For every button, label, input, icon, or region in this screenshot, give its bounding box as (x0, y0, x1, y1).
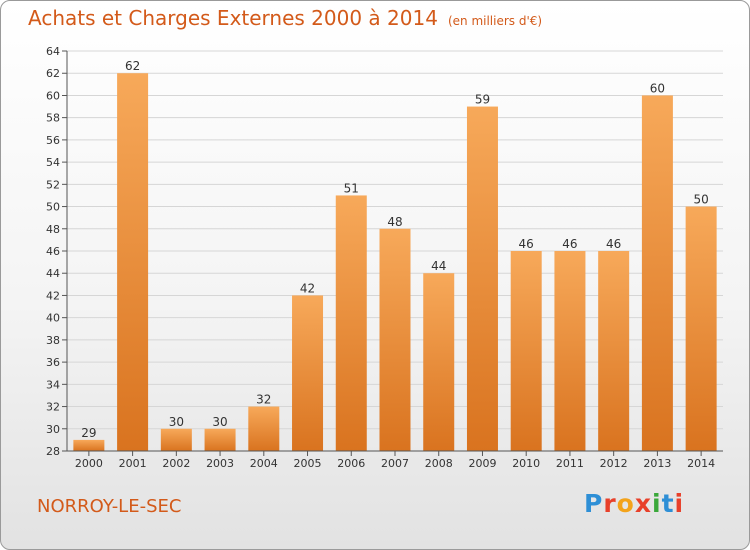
y-tick-label: 44 (46, 267, 60, 280)
logo-letter: i (652, 489, 662, 518)
y-tick-label: 52 (46, 178, 60, 191)
chart-unit: (en milliers d'€) (447, 14, 543, 28)
y-tick-label: 36 (46, 356, 60, 369)
bar-2012 (598, 251, 630, 451)
axes: 28 30 32 34 36 38 40 42 44 46 48 50 52 54 56 58 60 62 64 20… (46, 45, 723, 470)
x-tick-label: 2009 (468, 457, 496, 470)
x-tick-label: 2004 (250, 457, 278, 470)
logo-letter: i (674, 489, 685, 518)
y-tick-label: 34 (46, 378, 60, 391)
data-label: 46 (562, 237, 577, 251)
bar-2005 (292, 295, 324, 451)
bar-2001 (117, 73, 149, 451)
data-label: 32 (256, 393, 271, 407)
bar-2013 (641, 95, 673, 451)
x-tick-label: 2006 (337, 457, 365, 470)
bar-2000 (73, 439, 105, 451)
y-tick-label: 38 (46, 334, 60, 347)
x-tick-label: 2012 (600, 457, 628, 470)
bar-2009 (466, 106, 498, 452)
x-tick-label: 2011 (556, 457, 584, 470)
x-tick-label: 2000 (75, 457, 103, 470)
data-label: 50 (693, 193, 708, 207)
data-label: 30 (212, 415, 227, 429)
x-tick-label: 2005 (294, 457, 322, 470)
bar-2003 (204, 428, 236, 451)
logo-letter: r (603, 489, 617, 518)
bars: 29 62 30 30 32 42 51 48 44 59 46 46 46 60 50 (73, 59, 717, 452)
data-label: 51 (344, 181, 359, 195)
y-tick-label: 46 (46, 245, 60, 258)
y-tick-label: 40 (46, 312, 60, 325)
bar-2014 (685, 206, 717, 451)
x-tick-label: 2007 (381, 457, 409, 470)
x-tick-label: 2003 (206, 457, 234, 470)
data-label: 60 (650, 81, 665, 95)
bar-2007 (379, 228, 411, 451)
bar-2002 (160, 428, 192, 451)
x-tick-label: 2014 (687, 457, 715, 470)
y-tick-label: 60 (46, 89, 60, 102)
logo-letter: o (616, 489, 635, 518)
bar-2004 (248, 406, 280, 451)
data-label: 48 (387, 215, 402, 229)
y-tick-label: 64 (46, 45, 60, 58)
bar-2011 (554, 251, 586, 451)
data-label: 46 (519, 237, 534, 251)
y-tick-label: 28 (46, 445, 60, 458)
x-tick-label: 2001 (119, 457, 147, 470)
x-tick-label: 2013 (643, 457, 671, 470)
bar-2010 (510, 251, 542, 451)
logo-letter: x (634, 489, 652, 518)
y-tick-label: 62 (46, 67, 60, 80)
data-label: 46 (606, 237, 621, 251)
data-label: 59 (475, 93, 490, 107)
place-name: NORROY-LE-SEC (37, 496, 182, 517)
x-tick-label: 2002 (162, 457, 190, 470)
y-tick-label: 30 (46, 423, 60, 436)
x-tick-label: 2008 (425, 457, 453, 470)
y-tick-label: 42 (46, 289, 60, 302)
data-label: 30 (169, 415, 184, 429)
x-tick-label: 2010 (512, 457, 540, 470)
proxiti-logo: Proxiti (584, 489, 684, 518)
data-label: 44 (431, 259, 446, 273)
y-tick-label: 32 (46, 401, 60, 414)
y-tick-label: 56 (46, 134, 60, 147)
data-label: 62 (125, 59, 140, 73)
logo-letter: t (661, 489, 675, 518)
y-tick-label: 54 (46, 156, 60, 169)
bar-2006 (335, 195, 367, 451)
y-tick-label: 50 (46, 201, 60, 214)
bar-2008 (423, 273, 455, 451)
data-label: 29 (81, 426, 96, 440)
y-tick-label: 58 (46, 112, 60, 125)
chart-title: Achats et Charges Externes 2000 à 2014 (e… (28, 6, 543, 30)
data-label: 42 (300, 281, 315, 295)
y-tick-label: 48 (46, 223, 60, 236)
logo-letter: P (584, 489, 604, 518)
